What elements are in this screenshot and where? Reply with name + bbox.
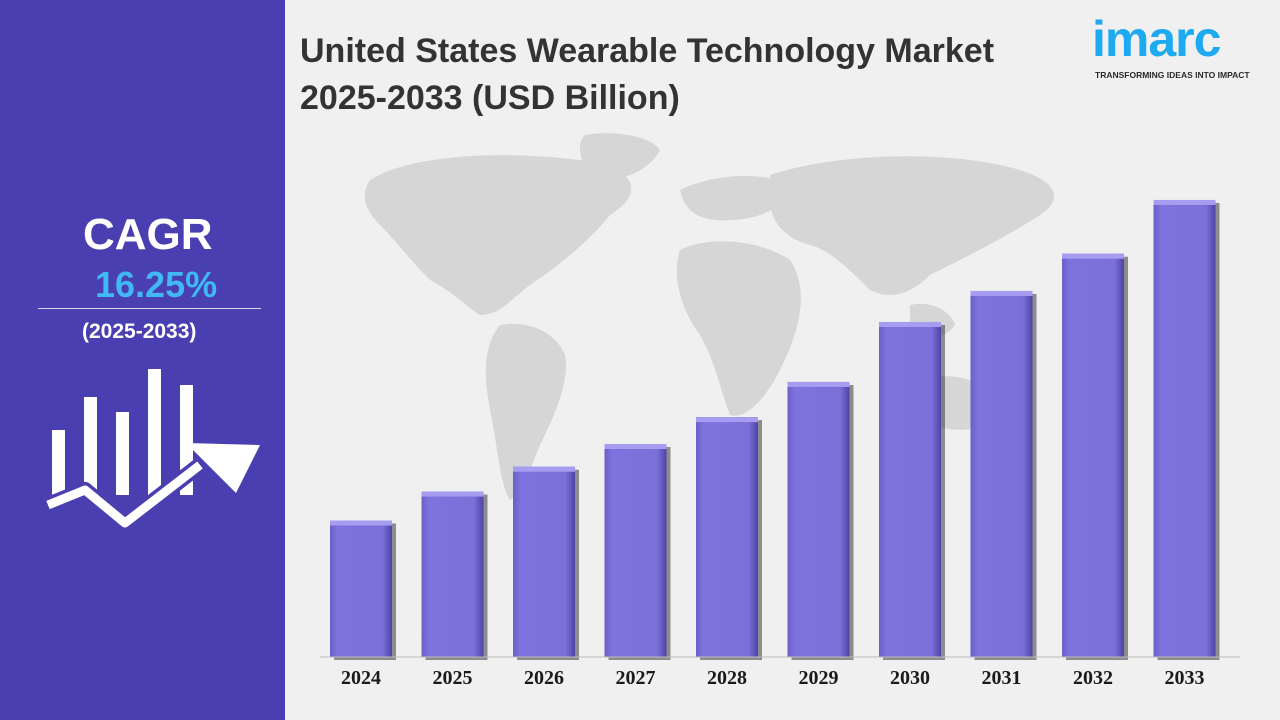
bar-2029 [787, 381, 854, 660]
bar-2032 [1062, 253, 1128, 660]
x-tick-label: 2030 [890, 667, 930, 689]
cagr-divider [38, 308, 261, 309]
x-tick-label: 2026 [524, 667, 564, 689]
x-tick-label: 2027 [616, 667, 656, 689]
bar-chart-growth-arrow-icon [44, 369, 260, 531]
x-tick-label: 2028 [707, 667, 747, 689]
title-line-2: 2025-2033 (USD Billion) [300, 79, 680, 117]
cagr-label: CAGR [83, 210, 213, 259]
logo-tagline: TRANSFORMING IDEAS INTO IMPACT [1095, 70, 1250, 80]
cagr-period: (2025-2033) [82, 320, 197, 343]
bar-chart: 2024 2025 2026 2027 2028 2029 2030 2031 2032 2033 [320, 199, 1240, 689]
cagr-value: 16.25% [95, 264, 218, 305]
x-tick-label: 2033 [1165, 667, 1205, 689]
x-tick-label: 2024 [341, 667, 381, 689]
bar-2026 [513, 466, 579, 660]
bar-2025 [421, 491, 488, 660]
x-tick-label: 2029 [799, 667, 839, 689]
chart-title: United States Wearable Technology Market… [300, 28, 994, 122]
logo-wordmark: imarc [1092, 11, 1221, 67]
bar-2028 [696, 417, 762, 660]
x-tick-label: 2031 [982, 667, 1022, 689]
x-tick-label: 2032 [1073, 667, 1113, 689]
tick-labels-layer: 2024 2025 2026 2027 2028 2029 2030 2031 2032 2033 [341, 667, 1205, 689]
sidebar: CAGR 16.25% (2025-2033) [0, 0, 285, 720]
imarc-logo: imarc TRANSFORMING IDEAS INTO IMPACT [1092, 12, 1267, 87]
bar-2033 [1153, 199, 1220, 661]
bar-2027 [604, 443, 671, 660]
bar-2031 [970, 290, 1037, 660]
bars-layer [330, 199, 1220, 661]
x-tick-label: 2025 [433, 667, 473, 689]
bar-2030 [879, 321, 945, 660]
bar-2024 [330, 520, 396, 660]
title-line-1: United States Wearable Technology Market [300, 32, 995, 70]
